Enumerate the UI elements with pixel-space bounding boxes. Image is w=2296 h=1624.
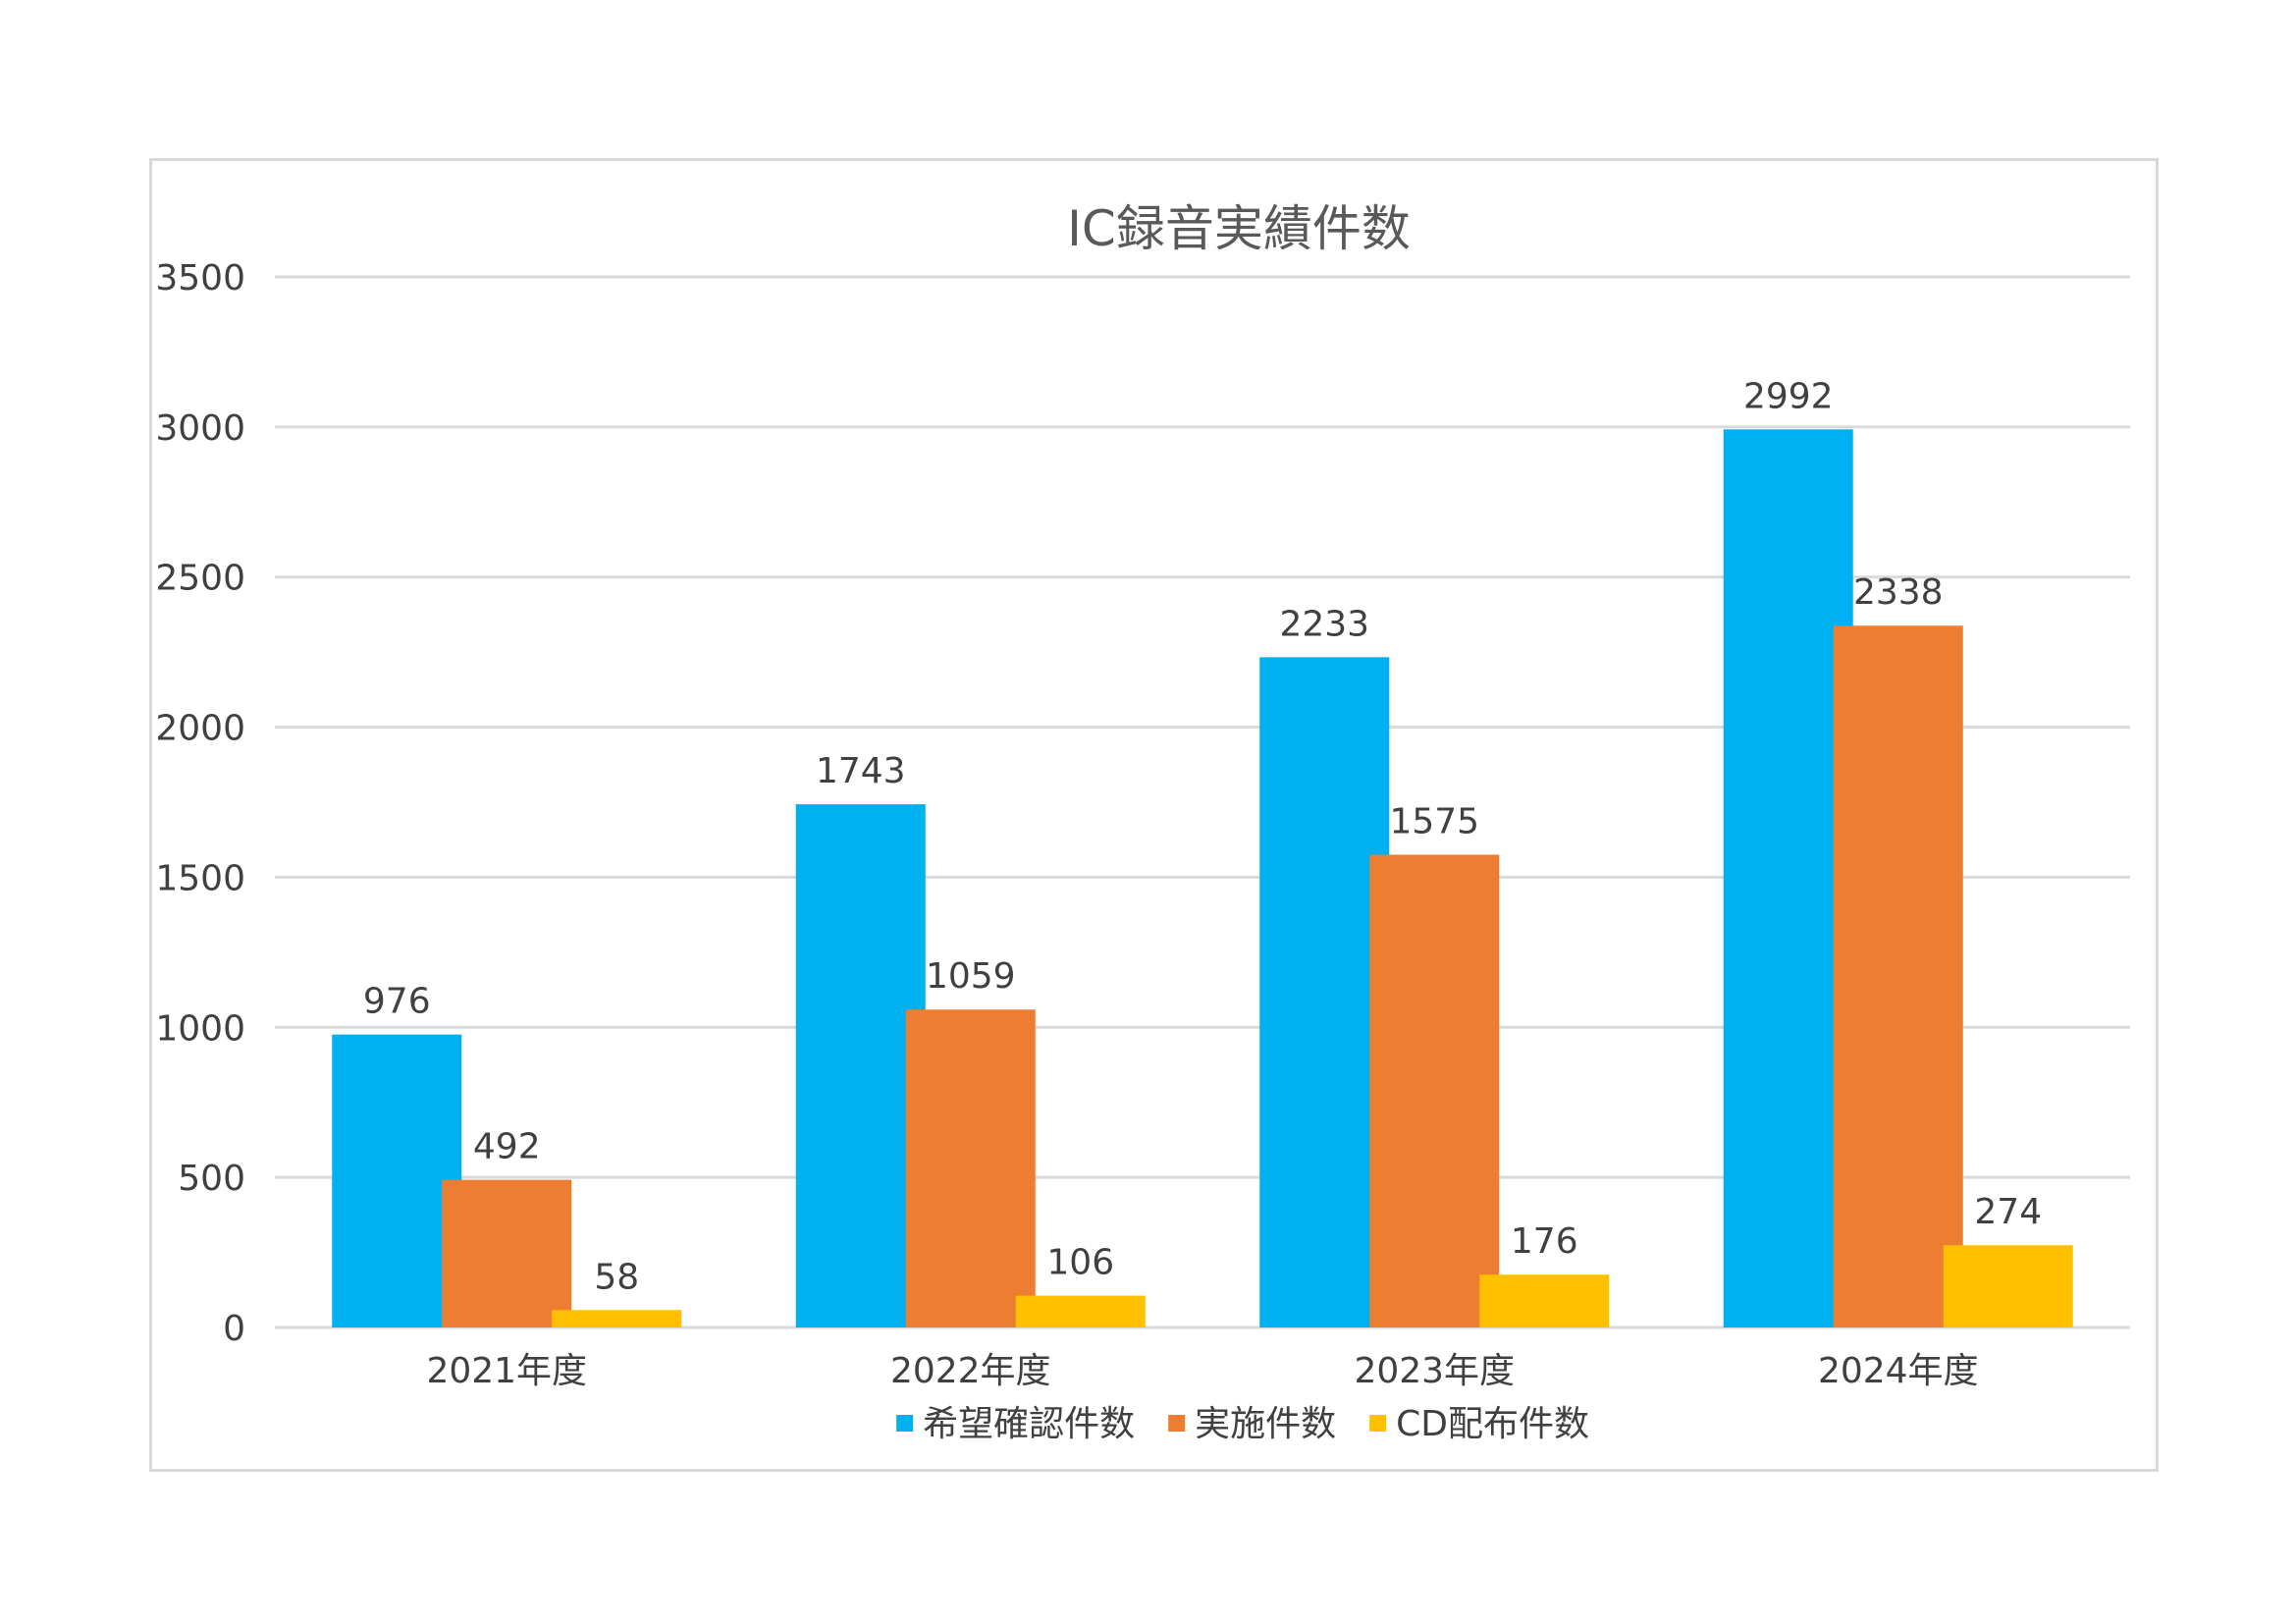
x-axis: 2021年度 2022年度 2023年度 2024年度 <box>426 1351 1978 1391</box>
x-tick-label: 2022年度 <box>890 1351 1051 1391</box>
y-tick-label: 3000 <box>155 408 245 449</box>
y-tick-label: 3500 <box>155 258 245 298</box>
data-label: 1575 <box>1389 802 1479 842</box>
legend-label-1: 実施件数 <box>1195 1404 1336 1444</box>
data-label: 176 <box>1511 1221 1578 1262</box>
data-label: 2338 <box>1853 572 1944 613</box>
data-label: 1059 <box>926 956 1016 997</box>
legend-label-2: CD配布件数 <box>1396 1404 1589 1444</box>
y-axis: 0 500 1000 1500 2000 2500 3000 3500 <box>155 258 245 1349</box>
legend-swatch-0 <box>896 1415 914 1432</box>
bar-2023年度-実施件数 <box>1369 854 1500 1327</box>
data-label: 2233 <box>1279 604 1369 644</box>
data-label: 492 <box>473 1127 541 1167</box>
chart-title: IC録音実績件数 <box>1067 200 1411 257</box>
data-label: 58 <box>594 1257 639 1297</box>
y-tick-label: 2500 <box>155 559 245 599</box>
bar-2021年度-CD配布件数 <box>552 1310 682 1327</box>
bar-2022年度-実施件数 <box>905 1009 1036 1327</box>
y-tick-label: 500 <box>178 1159 245 1199</box>
x-tick-label: 2021年度 <box>426 1351 587 1391</box>
data-label: 106 <box>1046 1243 1114 1283</box>
bar-2023年度-希望確認件数 <box>1259 657 1390 1327</box>
bar-2021年度-実施件数 <box>442 1179 572 1327</box>
bar-2023年度-CD配布件数 <box>1479 1274 1610 1327</box>
y-tick-label: 1500 <box>155 858 245 898</box>
data-label: 2992 <box>1743 376 1834 416</box>
legend-swatch-2 <box>1369 1415 1387 1432</box>
data-label: 1743 <box>816 751 906 791</box>
data-label: 274 <box>1974 1192 2042 1232</box>
data-labels: 976 492 58 1743 1059 106 2233 1575 176 2992 2338 27… <box>363 376 2042 1297</box>
y-tick-label: 0 <box>223 1309 245 1349</box>
bar-2024年度-希望確認件数 <box>1723 429 1853 1327</box>
data-label: 976 <box>363 982 431 1022</box>
bar-2024年度-CD配布件数 <box>1943 1245 2073 1327</box>
bar-2021年度-希望確認件数 <box>332 1034 462 1327</box>
x-tick-label: 2023年度 <box>1354 1351 1515 1391</box>
legend: 希望確認件数 実施件数 CD配布件数 <box>896 1404 1589 1444</box>
bar-2022年度-CD配布件数 <box>1015 1295 1146 1327</box>
x-tick-label: 2024年度 <box>1818 1351 1979 1391</box>
bars <box>332 429 2073 1327</box>
legend-swatch-1 <box>1168 1415 1186 1432</box>
legend-label-0: 希望確認件数 <box>923 1404 1135 1444</box>
bar-2024年度-実施件数 <box>1833 625 1963 1327</box>
bar-2022年度-希望確認件数 <box>795 804 926 1327</box>
y-tick-label: 1000 <box>155 1008 245 1049</box>
y-tick-label: 2000 <box>155 709 245 749</box>
